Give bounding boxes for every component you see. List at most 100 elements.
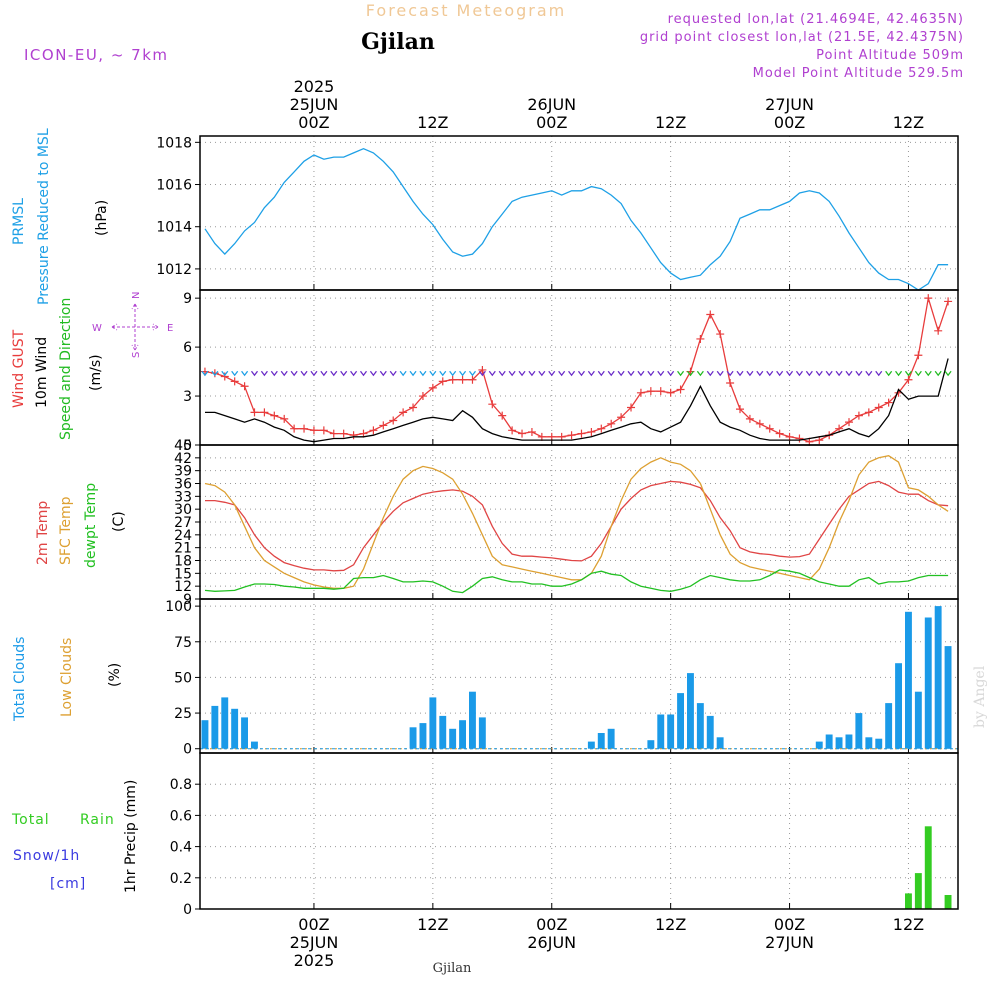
cloud-bar (459, 720, 466, 749)
gust-point (864, 408, 873, 417)
gust-point (498, 411, 507, 420)
gust-point (736, 405, 745, 414)
gust-point (399, 408, 408, 417)
cloud-bar (914, 691, 922, 749)
cm-label: [cm] (50, 876, 86, 892)
prmsl-label: PRMSL (11, 198, 27, 245)
wind-direction-arrow (726, 370, 734, 377)
panel-pressure: 1012 1014 1016 1018 (156, 135, 959, 291)
temperature-labels: 2m Temp SFC Temp dewpt Temp (C) (35, 483, 127, 568)
total-clouds-label: Total Clouds (12, 637, 28, 722)
cloud-bar (201, 720, 209, 749)
wind-direction-arrow (786, 370, 794, 377)
wind-direction-arrow (677, 370, 685, 377)
y-tick-label: 0.6 (170, 808, 192, 824)
cloud-bar (825, 734, 833, 749)
gust-point (884, 398, 893, 407)
wind-direction-arrow (845, 370, 853, 377)
gust-point (587, 427, 596, 436)
cloud-bar (875, 738, 883, 749)
y-tick-label: 27 (174, 515, 192, 531)
percent-label: (%) (107, 663, 123, 687)
y-tick-label: 42 (174, 451, 192, 467)
model-label: ICON-EU, ~ 7km (24, 46, 169, 64)
wind-direction-arrow (657, 370, 665, 377)
wind-direction-arrow (419, 370, 427, 377)
y-tick-label: 9 (183, 291, 192, 307)
wind-direction-arrow (528, 370, 536, 377)
requested-coords: requested lon,lat (21.4694E, 42.4635N) (668, 12, 964, 27)
wind-speed-dir-label: Speed and Direction (58, 298, 74, 440)
gust-point (280, 414, 289, 423)
y-tick-label: 39 (174, 464, 192, 480)
compass-w: W (92, 323, 102, 334)
wind-direction-arrow (647, 370, 655, 377)
y-tick-label: 45 (174, 438, 192, 454)
location-title: Gjilan (361, 29, 435, 55)
gust-point (260, 408, 269, 417)
y-tick-label: 15 (174, 566, 192, 582)
wind-direction-arrow (944, 370, 952, 377)
compass-e: E (167, 323, 173, 334)
wind-direction-arrow (359, 370, 368, 377)
wind-direction-arrow (637, 370, 645, 377)
cloud-bar (696, 703, 704, 749)
bottom-axis-label: 27JUN (765, 933, 814, 952)
cloud-bar (687, 673, 694, 749)
wind-direction-arrow (241, 370, 249, 377)
panel-precip: 0 0.2 0.4 0.6 0.8 (170, 752, 959, 918)
wind-labels: Wind GUST 10m Wind Speed and Direction (… (11, 292, 173, 440)
wind-direction-arrow (587, 370, 595, 377)
gust-point (845, 418, 854, 427)
gust-point (428, 383, 437, 392)
wind-direction-arrow (736, 370, 744, 377)
cloud-bar (885, 703, 893, 749)
cloud-bar (845, 734, 853, 749)
watermark: by Angel (972, 665, 988, 728)
y-tick-label: 0 (183, 742, 192, 758)
gust-point (527, 427, 536, 436)
gust-point (438, 377, 447, 386)
bottom-axis-label: 00Z (774, 915, 805, 934)
gust-point (924, 294, 933, 303)
wind-direction-arrow (904, 370, 912, 377)
wind-direction-arrow (756, 370, 764, 377)
celsius-label: (C) (111, 511, 127, 532)
rain-label: Rain (80, 812, 115, 828)
wind-direction-arrow (369, 370, 377, 377)
gust-point (765, 424, 774, 433)
y-tick-label: 1016 (156, 178, 192, 194)
wind-direction-arrow (766, 370, 774, 377)
series-prmsl (204, 147, 949, 291)
gust-point (854, 411, 863, 420)
wind-direction-arrow (340, 370, 348, 377)
wind-direction-arrow (795, 370, 803, 377)
wind-direction-arrow (320, 370, 328, 377)
gust-point (418, 392, 427, 401)
wind-direction-arrow (478, 370, 486, 377)
gust-point (478, 365, 487, 374)
y-tick-label: 0.4 (170, 840, 192, 856)
cloud-bar (478, 717, 486, 749)
panels: 1012101410161018036991215182124273033363… (156, 135, 959, 918)
cloud-bar (657, 714, 665, 749)
y-tick-label: 0.8 (170, 777, 192, 793)
wind-direction-arrow (597, 370, 605, 377)
compass-s: S (131, 352, 142, 358)
wind-direction-arrow (429, 370, 437, 377)
gust-point (508, 426, 517, 435)
gust-point (944, 297, 953, 306)
wind-direction-arrow (260, 370, 268, 377)
wind-direction-arrow (250, 370, 259, 377)
wind-direction-arrow (805, 370, 813, 377)
wind-direction-arrow (627, 370, 635, 377)
y-tick-label: 18 (174, 554, 192, 570)
gust-point (240, 382, 249, 391)
wind-direction-arrow (538, 370, 546, 377)
cloud-labels: Total Clouds Low Clouds (%) (12, 637, 123, 722)
gust-point (795, 434, 804, 443)
gust-point (329, 429, 338, 438)
wind-direction-arrow (379, 370, 387, 377)
